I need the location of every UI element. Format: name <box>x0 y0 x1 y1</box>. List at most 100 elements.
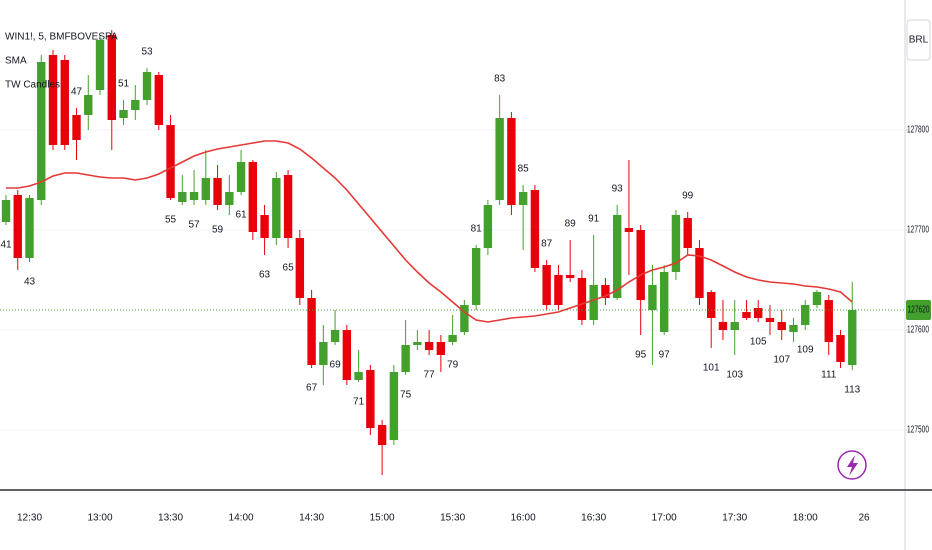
x-tick-label: 18:00 <box>793 513 818 524</box>
candle-body <box>683 218 692 248</box>
candle-body <box>530 190 540 268</box>
candle-body <box>707 292 716 318</box>
candle-body <box>659 272 669 332</box>
candle-body <box>754 308 763 318</box>
currency-label: BRL <box>909 35 929 46</box>
x-tick-label: 17:00 <box>652 513 677 524</box>
candle-body <box>518 192 528 205</box>
bull-count-label: 89 <box>565 219 577 230</box>
bear-count-label: 41 <box>0 240 12 251</box>
candle-body <box>601 285 610 298</box>
candle-body <box>119 110 128 118</box>
candle-body <box>272 178 281 238</box>
bear-count-label: 103 <box>726 370 743 381</box>
candle-body <box>48 55 58 145</box>
plot: 127500 127600 127700 127800 12:30 13:00 13:30 1… <box>0 30 929 524</box>
candle-body <box>1 200 11 222</box>
bear-count-label: 59 <box>212 225 224 236</box>
bull-count-label: 93 <box>612 184 624 195</box>
candle-body <box>848 310 857 365</box>
legend-sma: SMA <box>5 56 27 67</box>
sma-line <box>6 140 853 323</box>
x-tick-label: 13:00 <box>88 513 113 524</box>
candle-body <box>765 318 775 322</box>
candle-body <box>577 278 587 320</box>
bear-count-label: 97 <box>659 350 671 361</box>
currency-box[interactable] <box>906 19 931 61</box>
bull-count-label: 51 <box>118 79 130 90</box>
candle-body <box>342 330 352 380</box>
bear-count-label: 95 <box>635 350 647 361</box>
x-tick-label: 17:30 <box>722 513 747 524</box>
candle-body <box>624 228 634 232</box>
candle-body <box>260 215 269 238</box>
candle-body <box>789 325 798 332</box>
candle-body <box>777 322 786 330</box>
candle-body <box>37 62 46 200</box>
bear-count-label: 57 <box>188 220 200 231</box>
bull-count-label: 85 <box>518 164 530 175</box>
bear-count-label: 111 <box>821 370 837 381</box>
bear-count-label: 43 <box>24 277 36 288</box>
candle-body <box>131 100 140 110</box>
candle-body <box>225 192 234 205</box>
bear-count-label: 63 <box>259 270 271 281</box>
candle-body <box>671 215 681 272</box>
symbol-title: WIN1!, 5, BMFBOVESPA <box>5 32 118 43</box>
candle-body <box>201 178 211 200</box>
y-tick-label: 127700 <box>907 225 929 236</box>
bear-count-label: 77 <box>424 370 436 381</box>
x-tick-label: 26 <box>858 513 870 524</box>
candle-body <box>824 300 833 342</box>
candle-body <box>142 72 152 100</box>
candle-body <box>448 335 457 342</box>
candle-body <box>507 118 516 205</box>
candle-body <box>812 292 822 305</box>
bull-count-label: 83 <box>494 74 506 85</box>
candle-body <box>283 175 293 238</box>
bull-count-label: 87 <box>541 239 553 250</box>
y-tick-label: 127800 <box>907 125 929 136</box>
bull-count-label: 81 <box>471 224 483 235</box>
legend-indicator: TW Candles <box>5 80 60 91</box>
bear-count-label: 105 <box>750 337 767 348</box>
bear-count-label: 79 <box>447 360 459 371</box>
candle-body <box>542 265 551 305</box>
candle-body <box>236 162 246 192</box>
bear-count-label: 113 <box>844 385 860 396</box>
candle-body <box>695 248 704 298</box>
candle-body <box>25 198 34 258</box>
bear-count-label: 75 <box>400 390 412 401</box>
bear-count-label: 69 <box>330 360 342 371</box>
candle-body <box>389 372 399 440</box>
candle-body <box>801 305 810 325</box>
bear-count-label: 65 <box>283 263 295 274</box>
candle-body <box>636 230 645 300</box>
last-price-label: 127620 <box>908 305 930 316</box>
candle-body <box>84 95 93 115</box>
candle-body <box>366 370 375 428</box>
x-tick-label: 12:30 <box>17 513 42 524</box>
candle-body <box>554 275 563 305</box>
x-tick-label: 14:30 <box>299 513 324 524</box>
candle-body <box>13 195 22 258</box>
candle-body <box>154 75 163 125</box>
last-price-tag <box>906 300 931 320</box>
candle-body <box>648 285 657 310</box>
x-tick-label: 15:30 <box>440 513 465 524</box>
bull-count-label: 47 <box>71 87 83 98</box>
y-tick-label: 127500 <box>907 425 929 436</box>
candle-body <box>565 275 575 278</box>
candle-body <box>330 330 340 342</box>
candle-body <box>178 192 187 202</box>
candle-body <box>483 205 493 248</box>
lightning <box>847 455 858 476</box>
bear-count-label: 107 <box>773 355 790 366</box>
bear-count-label: 55 <box>165 215 177 226</box>
candle-body <box>589 285 598 320</box>
candle-body <box>424 342 434 350</box>
candle-body <box>612 215 622 298</box>
candle-body <box>413 342 422 345</box>
candle-body <box>295 238 305 298</box>
